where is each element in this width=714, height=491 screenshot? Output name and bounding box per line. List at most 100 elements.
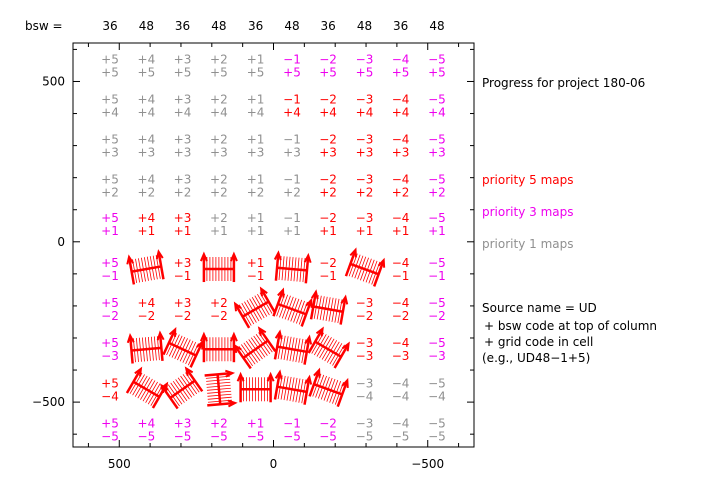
glyph-hatch — [250, 337, 266, 358]
cell-row-code: +4 — [210, 106, 228, 120]
grid-cell: −4+1 — [392, 211, 410, 238]
glyph-hatch — [298, 301, 308, 325]
grid-cell: −1+5 — [283, 52, 301, 79]
grid-cell: −2−1 — [319, 256, 337, 283]
glyph-hatch — [289, 337, 295, 362]
bsw-code: 48 — [357, 19, 372, 33]
glyph-arrow-left — [199, 331, 208, 342]
y-tick-label: 0 — [57, 235, 65, 249]
cell-row-code: +3 — [101, 146, 119, 160]
grid-cell: −2+4 — [319, 93, 337, 120]
cell-col-code: +1 — [247, 93, 265, 107]
grid-cell: +3+1 — [174, 211, 192, 238]
glyph-right-bar — [303, 338, 311, 365]
glyph-hatch — [287, 256, 291, 281]
legend-priority-3: priority 3 maps — [482, 205, 573, 219]
cell-col-code: −4 — [392, 376, 410, 390]
source-name-note: Source name = UD + bsw code at top of co… — [482, 301, 657, 365]
cell-row-code: +4 — [138, 106, 156, 120]
cell-col-code: +1 — [247, 173, 265, 187]
cell-row-code: −1 — [319, 269, 337, 283]
cell-row-code: +1 — [356, 224, 374, 238]
glyph-hatch — [319, 296, 325, 320]
cell-col-code: +4 — [138, 52, 156, 66]
glyph-right-bar — [339, 298, 347, 325]
glyph-arrow-right — [229, 331, 238, 342]
glyph-hatch — [185, 372, 200, 393]
glyph-hatch — [205, 375, 230, 379]
cell-row-code: −5 — [283, 429, 301, 443]
grid-cell: +2+5 — [210, 52, 228, 79]
cell-row-code: −5 — [247, 429, 265, 443]
x-tick-label: 0 — [270, 457, 278, 471]
cell-col-code: −4 — [392, 296, 410, 310]
cell-row-code: +1 — [174, 224, 192, 238]
cell-row-code: +5 — [283, 65, 301, 79]
glyph-arrow-left — [199, 251, 208, 262]
grid-cell: −4+3 — [392, 133, 410, 160]
bsw-code: 36 — [102, 19, 117, 33]
cell-row-code: −1 — [247, 269, 265, 283]
glyph-hatch — [325, 297, 331, 322]
grid-cell: +2−5 — [210, 416, 228, 443]
cell-col-code: −3 — [356, 211, 374, 225]
bsw-code: 48 — [284, 19, 299, 33]
glyph-hatch — [207, 393, 232, 397]
glyph-left-bar — [307, 329, 323, 354]
cell-row-code: +4 — [392, 106, 410, 120]
glyph-hatch — [289, 377, 295, 402]
glyph-left-bar — [162, 330, 176, 356]
glyph-hatch — [293, 299, 303, 323]
grid-cell: −5−3 — [428, 336, 446, 363]
glyph-hatch — [187, 343, 199, 366]
cell-col-code: +3 — [174, 52, 192, 66]
grid-cell: +3−2 — [174, 296, 192, 323]
cell-col-code: −2 — [319, 211, 337, 225]
cell-col-code: +4 — [138, 93, 156, 107]
glyph-hatch — [132, 259, 138, 284]
glyph-hatch — [141, 337, 145, 362]
x-tick-label: −500 — [411, 457, 444, 471]
cell-col-code: +1 — [247, 256, 265, 270]
glyph-arrow-left — [134, 366, 143, 377]
mapped-cell-glyph — [233, 326, 277, 370]
glyph-hatch — [143, 257, 149, 281]
glyph-hatch — [185, 341, 197, 365]
glyph-arrow-right — [259, 286, 268, 297]
grid-cell: +2−2 — [210, 296, 228, 323]
cell-row-code: +5 — [174, 65, 192, 79]
grid-cell: +3+4 — [174, 93, 192, 120]
glyph-hatch — [283, 376, 289, 401]
cell-col-code: −5 — [428, 336, 446, 350]
grid-cell: +3−5 — [174, 416, 192, 443]
cell-col-code: +2 — [210, 211, 228, 225]
grid-cell: −4−3 — [392, 336, 410, 363]
grid-cell: −1+3 — [283, 133, 301, 160]
grid-cell: −4−5 — [392, 416, 410, 443]
glyph-hatch — [168, 334, 180, 357]
cell-row-code: −3 — [392, 349, 410, 363]
cell-row-code: +3 — [319, 146, 337, 160]
grid-cell: −3−4 — [356, 376, 374, 403]
glyph-hatch — [284, 296, 294, 320]
glyph-hatch — [276, 293, 286, 317]
glyph-arrow-left — [236, 371, 245, 382]
cell-col-code: +3 — [174, 296, 192, 310]
cell-col-code: −5 — [428, 173, 446, 187]
grid-cell: +1−5 — [247, 416, 265, 443]
glyph-arrow-right — [229, 251, 238, 262]
cell-col-code: +2 — [210, 296, 228, 310]
cell-row-code: +1 — [101, 224, 119, 238]
cell-row-code: +4 — [356, 106, 374, 120]
cell-row-code: +2 — [392, 186, 410, 200]
bsw-code: 36 — [320, 19, 335, 33]
note-line-4: (e.g., UD48−1+5) — [482, 351, 590, 365]
mapped-cell-glyph — [273, 369, 313, 405]
cell-col-code: +5 — [101, 211, 119, 225]
glyph-left-bar — [309, 293, 317, 320]
cell-row-code: +2 — [283, 186, 301, 200]
glyph-hatch — [144, 337, 148, 362]
glyph-hatch — [138, 337, 142, 362]
glyph-hatch — [150, 336, 154, 361]
cell-row-code: −2 — [392, 309, 410, 323]
